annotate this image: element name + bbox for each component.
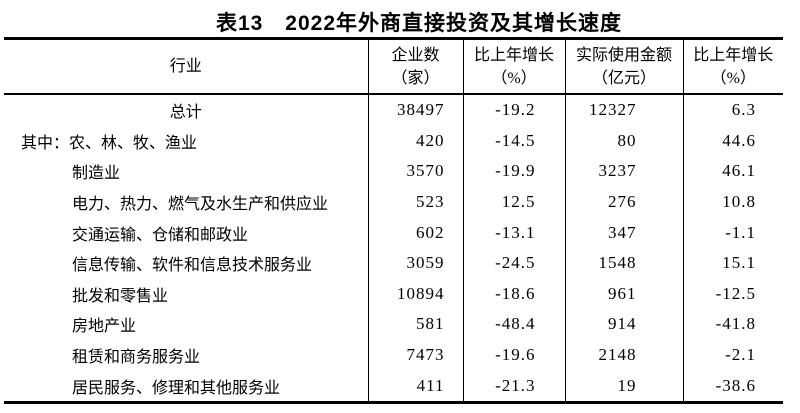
cell-enterprises-growth: -19.2: [462, 94, 565, 126]
cell-enterprises: 3570: [367, 156, 463, 187]
cell-enterprises-growth: -48.4: [462, 309, 565, 340]
column-header-label: 企业数: [391, 46, 440, 64]
table-body: 总计 38497 -19.2 12327 6.3 其中：农、林、牧、渔业 420 -14.5 8…: [4, 94, 783, 403]
cell-industry: 电力、热力、燃气及水生产和供应业: [72, 196, 329, 214]
cell-amount-growth: 10.8: [682, 186, 783, 218]
cell-enterprises-growth: -24.5: [462, 247, 565, 279]
cell-amount-growth: 44.6: [682, 125, 783, 157]
cell-amount-growth: 15.1: [682, 247, 783, 279]
fdi-table: 行业 企业数 （家） 比上年增长 （%） 实际使用金额 （亿元） 比上年增长: [4, 37, 783, 404]
cell-amount-growth: -41.8: [682, 309, 783, 340]
cell-amount-used: 3237: [564, 156, 683, 187]
cell-enterprises-growth: -14.5: [462, 125, 565, 157]
cell-amount-used: 19: [564, 370, 683, 403]
cell-industry: 房地产业: [72, 318, 137, 336]
cell-industry: 租赁和商务服务业: [72, 349, 201, 367]
table-row: 电力、热力、燃气及水生产和供应业 523 12.5 276 10.8: [4, 186, 783, 218]
column-header-label: 行业: [169, 58, 202, 75]
cell-amount-growth: -38.6: [682, 370, 783, 403]
table-row: 房地产业 581 -48.4 914 -41.8: [4, 309, 783, 340]
cell-amount-growth: -12.5: [682, 278, 783, 310]
cell-enterprises: 3059: [367, 247, 463, 279]
cell-enterprises-growth: -19.6: [462, 339, 565, 371]
cell-industry: 制造业: [72, 165, 121, 183]
column-header-sublabel: （%）: [491, 69, 537, 87]
column-header-label: 实际使用金额: [575, 46, 672, 64]
table-row: 批发和零售业 10894 -18.6 961 -12.5: [4, 278, 783, 310]
cell-enterprises-growth: -19.9: [462, 156, 565, 187]
column-header-sublabel: （家）: [391, 69, 440, 87]
column-header-amount-growth: 比上年增长 （%）: [682, 38, 783, 95]
cell-enterprises: 10894: [367, 278, 463, 310]
cell-enterprises: 411: [367, 370, 463, 403]
cell-enterprises: 38497: [367, 94, 463, 126]
cell-amount-used: 347: [564, 217, 683, 248]
cell-amount-growth: 46.1: [682, 156, 783, 187]
table-row: 总计 38497 -19.2 12327 6.3: [4, 94, 783, 126]
cell-enterprises: 420: [367, 125, 463, 157]
table-row: 制造业 3570 -19.9 3237 46.1: [4, 156, 783, 187]
column-header-sublabel: （%）: [710, 69, 756, 87]
cell-amount-used: 12327: [564, 94, 683, 126]
cell-enterprises-growth: -13.1: [462, 217, 565, 248]
cell-industry: 居民服务、修理和其他服务业: [72, 379, 281, 397]
cell-enterprises-growth: 12.5: [462, 186, 565, 218]
cell-enterprises-growth: -18.6: [462, 278, 565, 310]
table-title: 表13 2022年外商直接投资及其增长速度: [215, 12, 623, 35]
cell-amount-growth: -1.1: [682, 217, 783, 248]
cell-amount-growth: -2.1: [682, 339, 783, 371]
table-row: 交通运输、仓储和邮政业 602 -13.1 347 -1.1: [4, 217, 783, 248]
cell-amount-growth: 6.3: [682, 94, 783, 126]
cell-industry: 交通运输、仓储和邮政业: [72, 226, 249, 244]
cell-industry: 其中：农、林、牧、渔业: [21, 134, 198, 152]
cell-amount-used: 2148: [564, 339, 683, 371]
cell-industry: 总计: [169, 104, 202, 122]
column-header-label: 比上年增长: [473, 46, 554, 64]
column-header-industry: 行业: [4, 38, 368, 95]
cell-enterprises-growth: -21.3: [462, 370, 565, 403]
table-row: 租赁和商务服务业 7473 -19.6 2148 -2.1: [4, 339, 783, 371]
column-header-sublabel: （亿元）: [591, 69, 656, 87]
header-row: 行业 企业数 （家） 比上年增长 （%） 实际使用金额 （亿元） 比上年增长: [4, 38, 783, 95]
cell-amount-used: 80: [564, 125, 683, 157]
cell-amount-used: 276: [564, 186, 683, 218]
cell-amount-used: 961: [564, 278, 683, 310]
column-header-enterprises: 企业数 （家）: [367, 38, 463, 95]
table-header: 行业 企业数 （家） 比上年增长 （%） 实际使用金额 （亿元） 比上年增长: [4, 38, 783, 95]
cell-amount-used: 914: [564, 309, 683, 340]
column-header-enterprises-growth: 比上年增长 （%）: [462, 38, 565, 95]
cell-enterprises: 581: [367, 309, 463, 340]
cell-enterprises: 523: [367, 186, 463, 218]
table-row: 其中：农、林、牧、渔业 420 -14.5 80 44.6: [4, 125, 783, 157]
cell-industry: 信息传输、软件和信息技术服务业: [72, 257, 313, 275]
table-row: 居民服务、修理和其他服务业 411 -21.3 19 -38.6: [4, 370, 783, 403]
column-header-amount-used: 实际使用金额 （亿元）: [564, 38, 683, 95]
cell-enterprises: 602: [367, 217, 463, 248]
cell-enterprises: 7473: [367, 339, 463, 371]
cell-amount-used: 1548: [564, 247, 683, 279]
column-header-label: 比上年增长: [693, 46, 774, 64]
table-row: 信息传输、软件和信息技术服务业 3059 -24.5 1548 15.1: [4, 247, 783, 279]
cell-industry: 批发和零售业: [72, 287, 169, 305]
